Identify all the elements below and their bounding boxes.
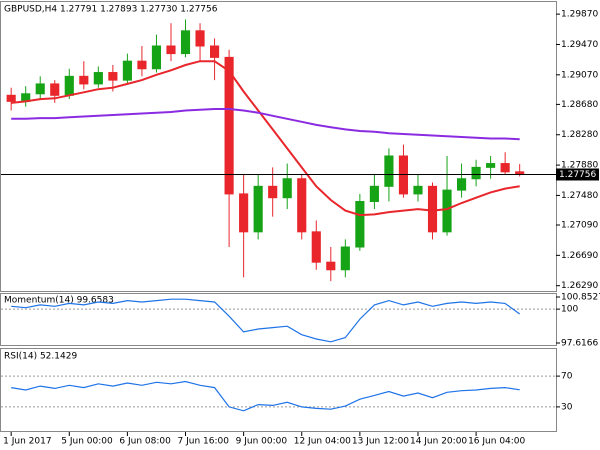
candle-body: [282, 178, 292, 199]
candle-body: [413, 185, 423, 195]
y-tick-label: 1.28280: [561, 130, 598, 140]
candle-body: [6, 94, 16, 102]
candle-body: [268, 185, 278, 199]
y-tick-label: 100: [561, 305, 578, 315]
momentum-title: Momentum(14) 99.6583: [4, 296, 114, 306]
x-tick-label: 5 Jun 00:00: [61, 437, 113, 447]
candle-body: [210, 45, 220, 58]
candle-body: [35, 83, 45, 95]
rsi-panel: [0, 348, 557, 432]
y-tick-label: 1.27880: [561, 161, 598, 171]
current-price-box: [556, 168, 599, 181]
candle-body: [122, 60, 132, 81]
rsi-title: RSI(14) 52.1429: [4, 352, 77, 362]
indicator-line: [11, 60, 520, 217]
y-tick-label: 97.6166: [561, 339, 598, 349]
indicator-line: [11, 380, 520, 412]
x-tick-label: 13 Jun 12:00: [352, 437, 409, 447]
indicator-line: [11, 298, 521, 343]
y-tick-label: 1.26690: [561, 251, 598, 261]
x-tick-label: 7 Jun 16:00: [178, 437, 230, 447]
y-tick-label: 1.27480: [561, 191, 598, 201]
candle-body: [79, 75, 89, 85]
x-tick-label: 9 Jun 00:00: [236, 437, 288, 447]
candle-body: [369, 185, 379, 202]
candle-body: [180, 30, 191, 55]
candle-body: [427, 185, 438, 233]
candle-body: [471, 166, 481, 180]
y-tick-label: 1.27090: [561, 221, 598, 231]
candle-body: [108, 72, 118, 81]
x-tick-label: 6 Jun 08:00: [119, 437, 171, 447]
candle-body: [311, 231, 321, 263]
candle-body: [340, 246, 350, 271]
y-tick-label: 1.29870: [561, 10, 598, 20]
y-tick-label: 70: [561, 372, 573, 382]
price-panel: [0, 1, 557, 292]
candle-body: [384, 155, 394, 187]
candle-body: [137, 60, 147, 70]
candle-body: [326, 261, 336, 271]
candle-body: [239, 193, 249, 233]
candle-body: [195, 30, 205, 47]
y-tick-label: 1.29070: [561, 70, 598, 80]
chart-title: GBPUSD,H4 1.27791 1.27893 1.27730 1.2775…: [4, 5, 218, 15]
candle-body: [151, 45, 162, 70]
x-tick-label: 16 Jun 04:00: [468, 437, 525, 447]
candle-body: [253, 185, 263, 233]
candle-body: [224, 56, 234, 195]
candle-body: [355, 200, 365, 248]
y-tick-label: 30: [561, 402, 573, 412]
candle-body: [50, 83, 60, 96]
candle-body: [456, 178, 467, 191]
x-tick-label: 12 Jun 04:00: [294, 437, 351, 447]
candle-body: [486, 163, 496, 168]
candle-body: [64, 75, 74, 96]
current-price-label: 1.27756: [559, 170, 596, 180]
x-tick-label: 14 Jun 20:00: [410, 437, 467, 447]
momentum-panel: [0, 293, 557, 346]
x-tick-label: 1 Jun 2017: [3, 437, 51, 447]
candle-body: [166, 45, 176, 55]
candle-body: [297, 178, 307, 233]
candle-body: [442, 189, 452, 233]
y-tick-label: 1.28680: [561, 100, 598, 110]
candle-body: [93, 72, 103, 85]
y-tick-label: 1.26290: [561, 281, 598, 291]
y-tick-label: 100.8527: [561, 293, 600, 303]
y-tick-label: 1.29470: [561, 40, 598, 50]
indicator-line: [11, 108, 520, 141]
candle-body: [500, 163, 510, 173]
